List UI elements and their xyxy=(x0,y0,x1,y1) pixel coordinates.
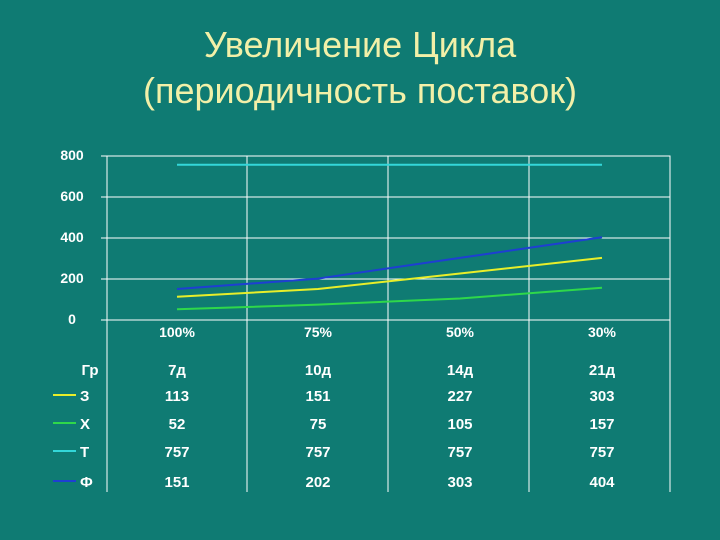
table-cell: 113 xyxy=(165,388,189,405)
table-cell: 157 xyxy=(589,416,614,433)
series-line-З xyxy=(176,256,603,298)
table-cell: 202 xyxy=(305,474,330,491)
series-line-Ф xyxy=(176,236,603,290)
table-header-label: Гр xyxy=(81,362,98,379)
series-lines xyxy=(176,163,603,311)
table-cell: 151 xyxy=(305,388,330,405)
legend-label: Ф xyxy=(80,474,93,491)
x-tick-label: 100% xyxy=(159,324,195,340)
table-header-cell: 7д xyxy=(168,362,186,379)
chart-title: Увеличение Цикла (периодичность поставок… xyxy=(0,22,720,114)
x-tick-label: 30% xyxy=(588,324,617,340)
table-cell: 151 xyxy=(164,474,189,491)
table-cell: 757 xyxy=(589,444,614,461)
grid xyxy=(101,155,671,492)
table-cell: 105 xyxy=(447,416,472,433)
x-tick-label: 75% xyxy=(304,324,333,340)
y-tick-label: 600 xyxy=(60,188,84,204)
table-cell: 757 xyxy=(447,444,472,461)
series-line-Х xyxy=(176,286,603,311)
y-tick-label: 800 xyxy=(60,147,84,163)
table-cell: 404 xyxy=(589,474,615,491)
table-cell: 757 xyxy=(164,444,189,461)
table-header-cell: 21д xyxy=(589,362,616,379)
table-cell: 757 xyxy=(305,444,330,461)
chart-title-line-1: Увеличение Цикла xyxy=(203,24,517,65)
chart-labels: 0 200 400 600 800 100% 75% 50% 30% Гр 7д 10д 14д 21д З… xyxy=(53,147,617,491)
chart-title-line-2: (периодичность поставок) xyxy=(143,70,577,111)
y-tick-label: 0 xyxy=(68,311,76,327)
y-tick-label: 200 xyxy=(60,270,84,286)
table-header-cell: 14д xyxy=(447,362,474,379)
table-cell: 52 xyxy=(169,416,186,433)
x-tick-label: 50% xyxy=(446,324,475,340)
legend-label: З xyxy=(80,388,89,405)
legend-label: Х xyxy=(80,416,90,433)
legend-label: Т xyxy=(80,444,89,461)
y-tick-label: 400 xyxy=(60,229,84,245)
table-cell: 303 xyxy=(447,474,472,491)
table-cell: 75 xyxy=(310,416,327,433)
table-cell: 227 xyxy=(447,388,472,405)
table-cell: 303 xyxy=(589,388,614,405)
table-header-cell: 10д xyxy=(305,362,332,379)
